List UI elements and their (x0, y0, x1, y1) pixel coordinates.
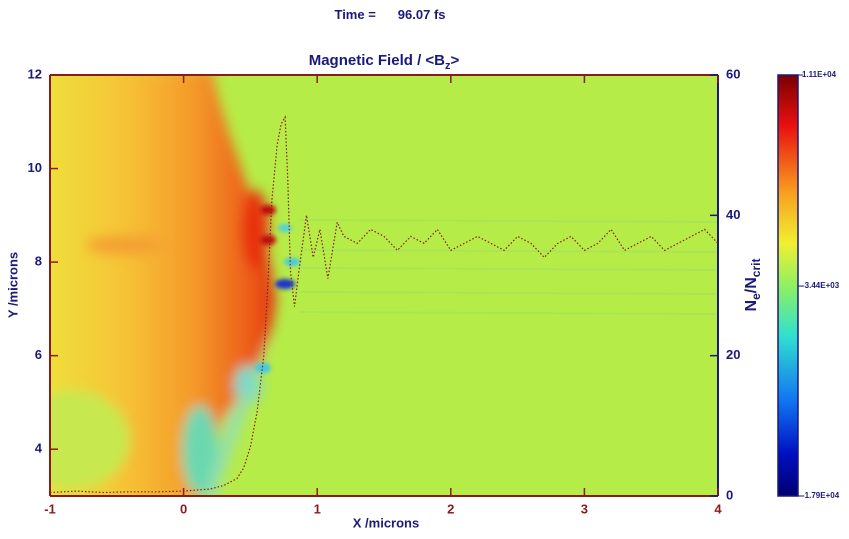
y-tick-label: 4 (35, 441, 43, 456)
title-end: > (451, 52, 460, 69)
chart-title: Magnetic Field / <Bz> (309, 52, 460, 72)
y-tick-label: 8 (35, 254, 42, 269)
x-tick-label: -1 (44, 501, 56, 516)
field-map (50, 75, 718, 496)
x-axis-label: X /microns (353, 515, 419, 530)
time-value: 96.07 fs (398, 7, 446, 22)
colorbar-tick-label: 1.11E+04 (802, 70, 837, 79)
x-tick-label: 0 (180, 501, 187, 516)
x-tick-label: 2 (447, 501, 454, 516)
y-tick-label: 12 (28, 66, 42, 81)
y-tick-label: 10 (28, 160, 42, 175)
y-tick-label: 6 (35, 347, 42, 362)
y2-label-sub2: crit (749, 259, 763, 278)
y2-label-main: N (743, 300, 760, 312)
colorbar-tick-label: -3.44E+03 (802, 281, 840, 290)
y2-tick-label: 20 (726, 347, 740, 362)
title-sub: z (445, 60, 451, 72)
time-label: Time = (334, 7, 376, 22)
y2-label-mid: /N (743, 277, 760, 293)
x-tick-label: 3 (581, 501, 588, 516)
y-axis-label: Y /microns (5, 252, 20, 318)
title-main: Magnetic Field / <B (309, 52, 445, 69)
y2-tick-label: 60 (726, 66, 740, 81)
time-text: Time = 96.07 fs (334, 7, 445, 22)
x-tick-label: 1 (314, 501, 321, 516)
colorbar (777, 74, 799, 497)
y2-tick-label: 0 (726, 487, 733, 502)
x-tick-label: 4 (714, 501, 722, 516)
density-line (49, 114, 719, 494)
y2-label-sub: e (749, 293, 763, 300)
y2-axis-label: Ne/Ncrit (743, 259, 763, 312)
colorbar-tick-label: -1.79E+04 (802, 491, 840, 500)
y2-tick-label: 40 (726, 207, 740, 222)
